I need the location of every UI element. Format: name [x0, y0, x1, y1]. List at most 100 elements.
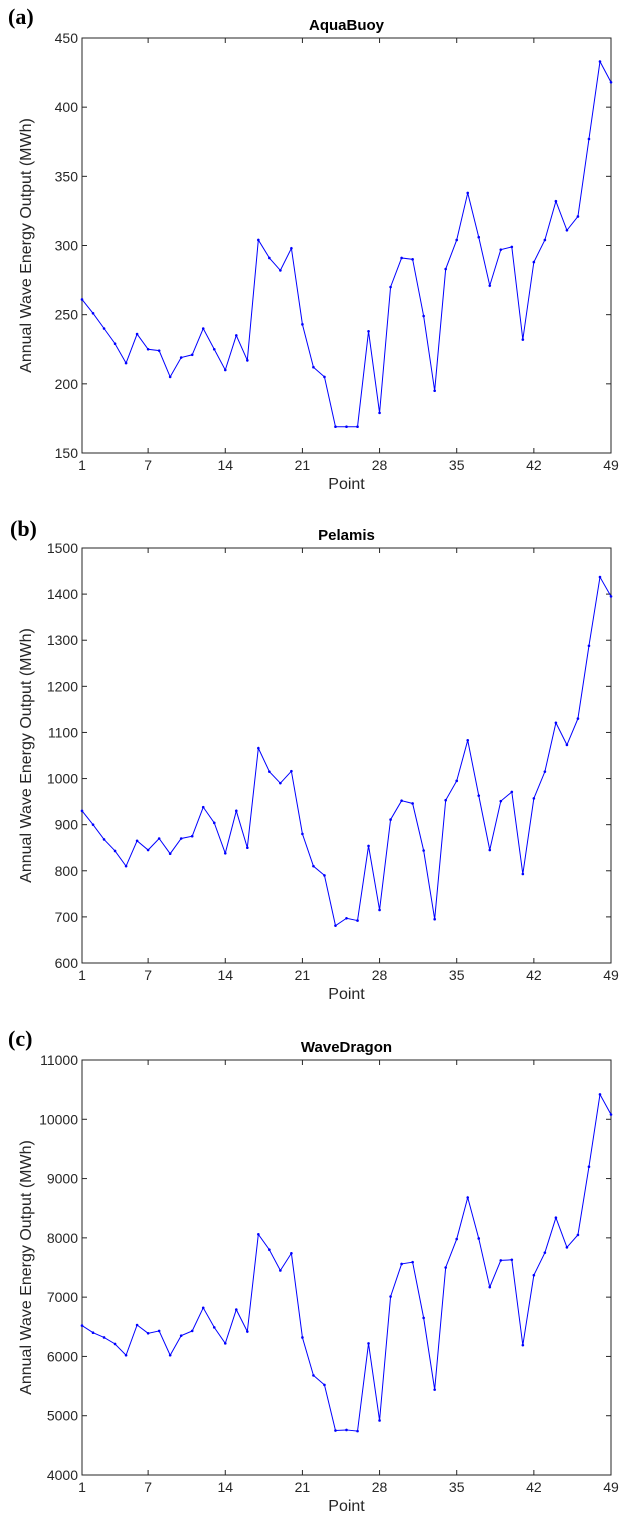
- x-tick-label: 49: [603, 1479, 619, 1495]
- x-tick-label: 14: [217, 457, 233, 473]
- data-point: [312, 864, 315, 868]
- data-point: [102, 1336, 106, 1339]
- data-point: [477, 235, 481, 239]
- data-point: [345, 1428, 348, 1432]
- x-tick-label: 35: [449, 1479, 465, 1495]
- y-tick-label: 10000: [39, 1111, 78, 1127]
- data-point: [389, 1295, 392, 1298]
- x-tick-label: 49: [603, 457, 619, 473]
- y-tick-label: 1200: [47, 678, 78, 694]
- data-point: [422, 314, 425, 318]
- data-point: [168, 1353, 172, 1357]
- x-tick-label: 49: [603, 967, 619, 983]
- x-tick-label: 1: [78, 457, 86, 473]
- data-point: [157, 837, 161, 840]
- x-tick-label: 7: [144, 457, 152, 473]
- data-point: [455, 238, 459, 242]
- data-point: [323, 1383, 326, 1387]
- data-point: [510, 1258, 514, 1262]
- data-point: [598, 575, 602, 579]
- data-point: [488, 848, 492, 852]
- data-point: [80, 809, 84, 813]
- data-point: [521, 338, 525, 341]
- panel-label: (c): [8, 1026, 32, 1051]
- data-point: [190, 1329, 194, 1333]
- data-point: [400, 256, 403, 260]
- data-point: [91, 311, 95, 315]
- x-tick-label: 28: [372, 457, 388, 473]
- data-point: [444, 1266, 447, 1269]
- data-point: [257, 1233, 260, 1236]
- data-point: [444, 267, 447, 271]
- data-point: [422, 1316, 425, 1320]
- data-point: [301, 1336, 304, 1339]
- data-point: [587, 644, 591, 648]
- data-point: [201, 1306, 205, 1310]
- x-tick-label: 14: [217, 1479, 233, 1495]
- x-tick-label: 42: [526, 967, 542, 983]
- data-point: [466, 1196, 470, 1199]
- data-point: [212, 1326, 216, 1329]
- y-axis-label: Annual Wave Energy Output (MWh): [18, 118, 35, 373]
- x-tick-label: 21: [295, 457, 311, 473]
- data-point: [543, 238, 547, 242]
- data-point: [499, 1259, 503, 1262]
- x-tick-label: 28: [372, 967, 388, 983]
- data-point: [113, 1342, 117, 1346]
- data-point: [389, 285, 392, 289]
- data-point: [312, 1374, 315, 1377]
- chart-title: Pelamis: [318, 527, 375, 544]
- data-point: [168, 852, 172, 856]
- data-point: [334, 924, 337, 927]
- data-point: [290, 1251, 293, 1255]
- data-point: [532, 260, 536, 264]
- y-tick-label: 8000: [47, 1230, 78, 1246]
- data-point: [257, 238, 260, 242]
- x-tick-label: 42: [526, 1479, 542, 1495]
- y-tick-label: 700: [55, 909, 79, 925]
- y-tick-label: 150: [55, 445, 79, 461]
- data-point: [212, 347, 216, 351]
- data-point: [598, 60, 602, 63]
- data-point: [576, 717, 580, 720]
- y-tick-label: 6000: [47, 1348, 78, 1364]
- data-point: [411, 1260, 414, 1264]
- data-point: [80, 1324, 84, 1327]
- data-point: [91, 1331, 95, 1335]
- data-point: [389, 818, 392, 821]
- data-point: [367, 844, 370, 848]
- y-tick-label: 1300: [47, 632, 78, 648]
- x-tick-label: 42: [526, 457, 542, 473]
- data-point: [323, 874, 326, 877]
- data-point: [135, 1323, 139, 1327]
- data-point: [223, 851, 227, 855]
- data-point: [455, 1237, 459, 1241]
- data-point: [234, 1308, 238, 1311]
- data-point: [113, 849, 117, 853]
- y-tick-label: 900: [55, 817, 79, 833]
- data-point: [190, 834, 194, 838]
- plot-area-frame: [81, 1059, 612, 1476]
- y-tick-label: 1400: [47, 586, 78, 602]
- data-point: [334, 425, 337, 429]
- data-point: [91, 823, 95, 826]
- chart-panel: (b) Pelamis600700800900100011001200130014…: [10, 516, 619, 1003]
- data-point: [135, 332, 139, 336]
- series-line: [81, 575, 612, 927]
- data-point: [477, 1237, 481, 1240]
- plot-area-frame: [81, 547, 612, 964]
- x-tick-label: 1: [78, 967, 86, 983]
- panel-label: (a): [8, 4, 34, 29]
- data-point: [356, 919, 359, 922]
- data-point: [367, 329, 370, 333]
- data-point: [246, 1330, 249, 1333]
- data-point: [455, 779, 459, 783]
- data-point: [113, 342, 117, 346]
- y-tick-label: 5000: [47, 1408, 78, 1424]
- data-point: [477, 794, 481, 797]
- x-tick-label: 7: [144, 967, 152, 983]
- data-point: [80, 298, 84, 301]
- data-point: [609, 1113, 613, 1116]
- plot-area-frame: [81, 37, 612, 454]
- data-point: [135, 839, 139, 843]
